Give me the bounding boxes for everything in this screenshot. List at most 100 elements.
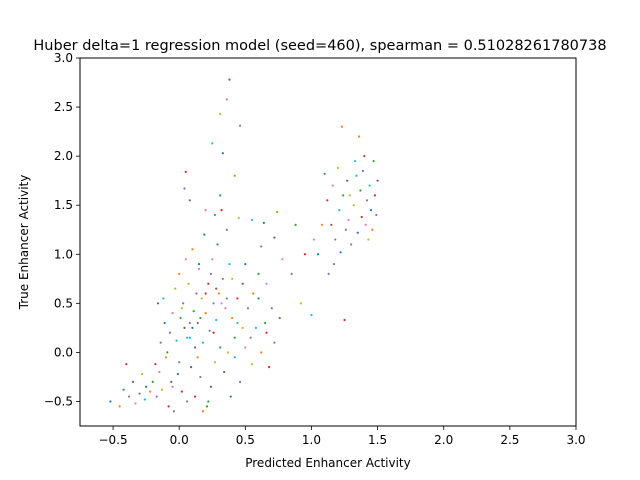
y-axis: −0.5 0.0 0.5 1.0 1.5 2.0 2.5 3.0 xyxy=(44,51,80,408)
scatter-point xyxy=(231,316,234,320)
scatter-point xyxy=(316,253,320,256)
scatter-point xyxy=(244,262,247,266)
scatter-point xyxy=(246,307,250,310)
y-tick-label: −0.5 xyxy=(44,394,73,408)
scatter-point xyxy=(172,410,176,413)
scatter-point xyxy=(228,262,231,266)
scatter-point xyxy=(141,372,144,376)
scatter-point xyxy=(369,209,373,212)
scatter-point xyxy=(363,155,366,158)
scatter-point xyxy=(343,318,346,322)
scatter-point xyxy=(233,336,236,339)
scatter-point xyxy=(270,307,273,310)
y-axis-label: True Enhancer Activity xyxy=(17,175,31,311)
scatter-point xyxy=(149,390,152,393)
scatter-point xyxy=(155,395,158,398)
scatter-point xyxy=(231,277,234,280)
scatter-point xyxy=(313,238,316,241)
scatter-point xyxy=(163,321,166,325)
scatter-point xyxy=(168,331,172,334)
scatter-point xyxy=(193,346,197,349)
plot-frame xyxy=(79,57,577,427)
scatter-point xyxy=(182,302,185,305)
scatter-point xyxy=(220,302,223,305)
scatter-point xyxy=(201,410,205,413)
scatter-point xyxy=(191,326,194,329)
scatter-point xyxy=(310,314,313,317)
scatter-point xyxy=(131,380,135,383)
scatter-point xyxy=(354,159,357,163)
scatter-point xyxy=(156,302,160,305)
scatter-point xyxy=(373,194,377,197)
x-tick-label: 0.5 xyxy=(236,433,255,447)
scatter-point xyxy=(294,223,297,226)
scatter-point xyxy=(188,321,191,325)
scatter-point xyxy=(212,302,215,305)
scatter-point xyxy=(331,184,334,187)
scatter-point xyxy=(375,213,378,217)
scatter-point xyxy=(213,213,217,217)
scatter-point xyxy=(278,316,281,320)
scatter-point xyxy=(348,194,351,197)
scatter-point xyxy=(199,316,202,320)
scatter-point xyxy=(159,341,162,344)
x-tick-label: 0.0 xyxy=(170,433,189,447)
scatter-point xyxy=(330,223,333,226)
scatter-point xyxy=(228,78,231,81)
scatter-point xyxy=(359,189,362,192)
scatter-point xyxy=(171,385,174,388)
scatter-point xyxy=(264,321,267,325)
scatter-point xyxy=(216,243,219,246)
scatter-point xyxy=(179,316,182,320)
scatter-point xyxy=(204,209,207,212)
scatter-point xyxy=(361,169,365,172)
scatter-point xyxy=(183,187,186,190)
scatter-point xyxy=(250,218,254,222)
scatter-point xyxy=(190,366,193,369)
scatter-point xyxy=(364,223,367,226)
scatter-point xyxy=(186,336,189,339)
scatter-point xyxy=(265,282,268,285)
chart-title: Huber delta=1 regression model (seed=460… xyxy=(33,38,606,54)
scatter-point xyxy=(241,326,244,329)
scatter-point xyxy=(178,361,181,364)
scatter-point xyxy=(368,184,371,187)
scatter-point xyxy=(184,170,187,173)
scatter-point xyxy=(299,302,302,305)
y-tick-label: 1.5 xyxy=(54,198,73,212)
scatter-point xyxy=(238,380,242,383)
scatter-point xyxy=(320,223,324,226)
scatter-point xyxy=(344,228,347,231)
scatter-point xyxy=(158,370,161,374)
x-axis: −0.5 0.0 0.5 1.0 1.5 2.0 2.5 3.0 xyxy=(98,426,586,447)
scatter-point xyxy=(196,356,199,359)
scatter-point xyxy=(170,380,173,383)
scatter-point xyxy=(208,329,211,332)
scatter-point xyxy=(127,395,131,398)
scatter-point xyxy=(145,385,148,388)
scatter-point xyxy=(275,210,279,214)
scatter-point xyxy=(355,174,358,177)
scatter-point xyxy=(257,272,260,275)
scatter-point xyxy=(376,179,379,182)
scatter-point xyxy=(371,228,374,231)
scatter-point xyxy=(257,297,260,300)
scatter-point xyxy=(365,199,369,202)
scatter-point xyxy=(338,209,341,212)
scatter-point xyxy=(183,326,186,329)
scatter-point xyxy=(326,199,329,202)
scatter-point xyxy=(209,272,213,275)
scatter-point xyxy=(303,253,306,256)
scatter-point xyxy=(332,262,336,266)
scatter-point xyxy=(346,179,349,182)
scatter-point xyxy=(174,287,177,290)
scatter-point xyxy=(180,307,183,310)
scatter-point xyxy=(219,346,222,349)
y-tick-label: 3.0 xyxy=(54,51,73,65)
scatter-point xyxy=(160,388,164,391)
scatter-point xyxy=(196,321,199,325)
scatter-point xyxy=(166,351,169,354)
scatter-points xyxy=(109,78,379,413)
x-axis-label: Predicted Enhancer Activity xyxy=(245,456,411,470)
